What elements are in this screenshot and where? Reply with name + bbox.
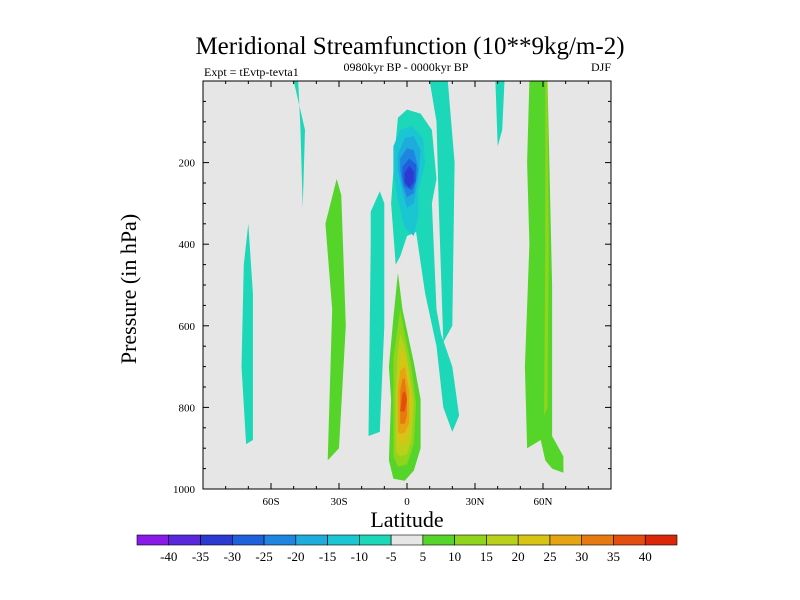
colorbar-swatch <box>390 534 424 546</box>
colorbar-label: 40 <box>639 549 652 564</box>
colorbar-swatch <box>644 534 678 546</box>
colorbar-swatch <box>295 534 328 546</box>
colorbar-swatch <box>581 534 614 546</box>
contour-region-cyan-column-60s <box>241 223 253 445</box>
contour-region-cyan-column-10n <box>429 81 455 343</box>
contour-region-cyan-column-40n <box>495 81 505 147</box>
colorbar-label: 25 <box>543 549 556 564</box>
colorbar-swatch <box>231 534 265 546</box>
colorbar-label: -10 <box>351 549 368 564</box>
contour-region-green-column-55n <box>524 81 564 473</box>
colorbar-swatch <box>136 534 170 546</box>
colorbar-label: 5 <box>420 549 427 564</box>
y-tick-label: 400 <box>179 239 196 251</box>
period-subtitle: 0980kyr BP - 0000kyr BP <box>344 60 469 74</box>
colorbar-label: 20 <box>512 549 525 564</box>
colorbar-swatch <box>327 534 360 546</box>
colorbar-swatch <box>454 534 487 546</box>
chart-title: Meridional Streamfunction (10**9kg/m-2) <box>195 33 624 60</box>
x-axis-label: Latitude <box>370 507 443 532</box>
x-tick-label: 30S <box>330 496 347 508</box>
colorbar-swatch <box>263 534 297 546</box>
colorbar-label: 30 <box>575 549 588 564</box>
colorbar-swatch <box>422 534 455 546</box>
x-tick-label: 60N <box>534 496 553 508</box>
colorbar-label: -40 <box>160 549 177 564</box>
colorbar-swatch <box>549 534 583 546</box>
y-tick-label: 600 <box>179 321 196 333</box>
colorbar-label: 15 <box>480 549 493 564</box>
y-tick-label: 1000 <box>173 484 196 496</box>
contour-region-positive-cell-l7 <box>400 391 407 412</box>
contour-region-green-column-30s <box>325 178 346 461</box>
colorbar: -40 -35 -30 -25 -20 -15 -10 -5 5 10 15 20 25 30 35 40 <box>136 534 678 564</box>
contour-region-cyan-column-15s <box>368 191 385 436</box>
colorbar-swatch <box>200 534 233 546</box>
colorbar-label: -30 <box>224 549 241 564</box>
season-subtitle: DJF <box>591 60 611 74</box>
y-axis-label: Pressure (in hPa) <box>116 214 141 364</box>
colorbar-label: -20 <box>287 549 304 564</box>
axes: 200 400 600 800 1000 60S 30S 0 30N 60N <box>173 80 612 508</box>
contour-region-yellow-green-line-60n <box>544 81 549 416</box>
experiment-subtitle: Expt = tEvtp-tevta1 <box>204 65 299 79</box>
colorbar-label: -15 <box>319 549 336 564</box>
colorbar-swatch <box>486 534 519 546</box>
colorbar-label: -5 <box>386 549 397 564</box>
y-tick-label: 200 <box>179 158 196 170</box>
colorbar-swatch <box>168 534 201 546</box>
colorbar-swatch <box>517 534 551 546</box>
colorbar-label: 10 <box>448 549 461 564</box>
contour-region-cyan-column-45s <box>293 81 305 208</box>
contour-fills <box>241 81 564 481</box>
x-tick-label: 0 <box>404 496 410 508</box>
colorbar-label: -25 <box>255 549 272 564</box>
y-tick-label: 800 <box>179 402 196 414</box>
x-tick-label: 60S <box>262 496 279 508</box>
colorbar-swatch <box>613 534 646 546</box>
colorbar-label: 35 <box>607 549 620 564</box>
x-tick-label: 30N <box>466 496 485 508</box>
contour-region-negative-core-l5 <box>404 165 414 188</box>
colorbar-label: -35 <box>192 549 209 564</box>
colorbar-swatch <box>359 534 392 546</box>
